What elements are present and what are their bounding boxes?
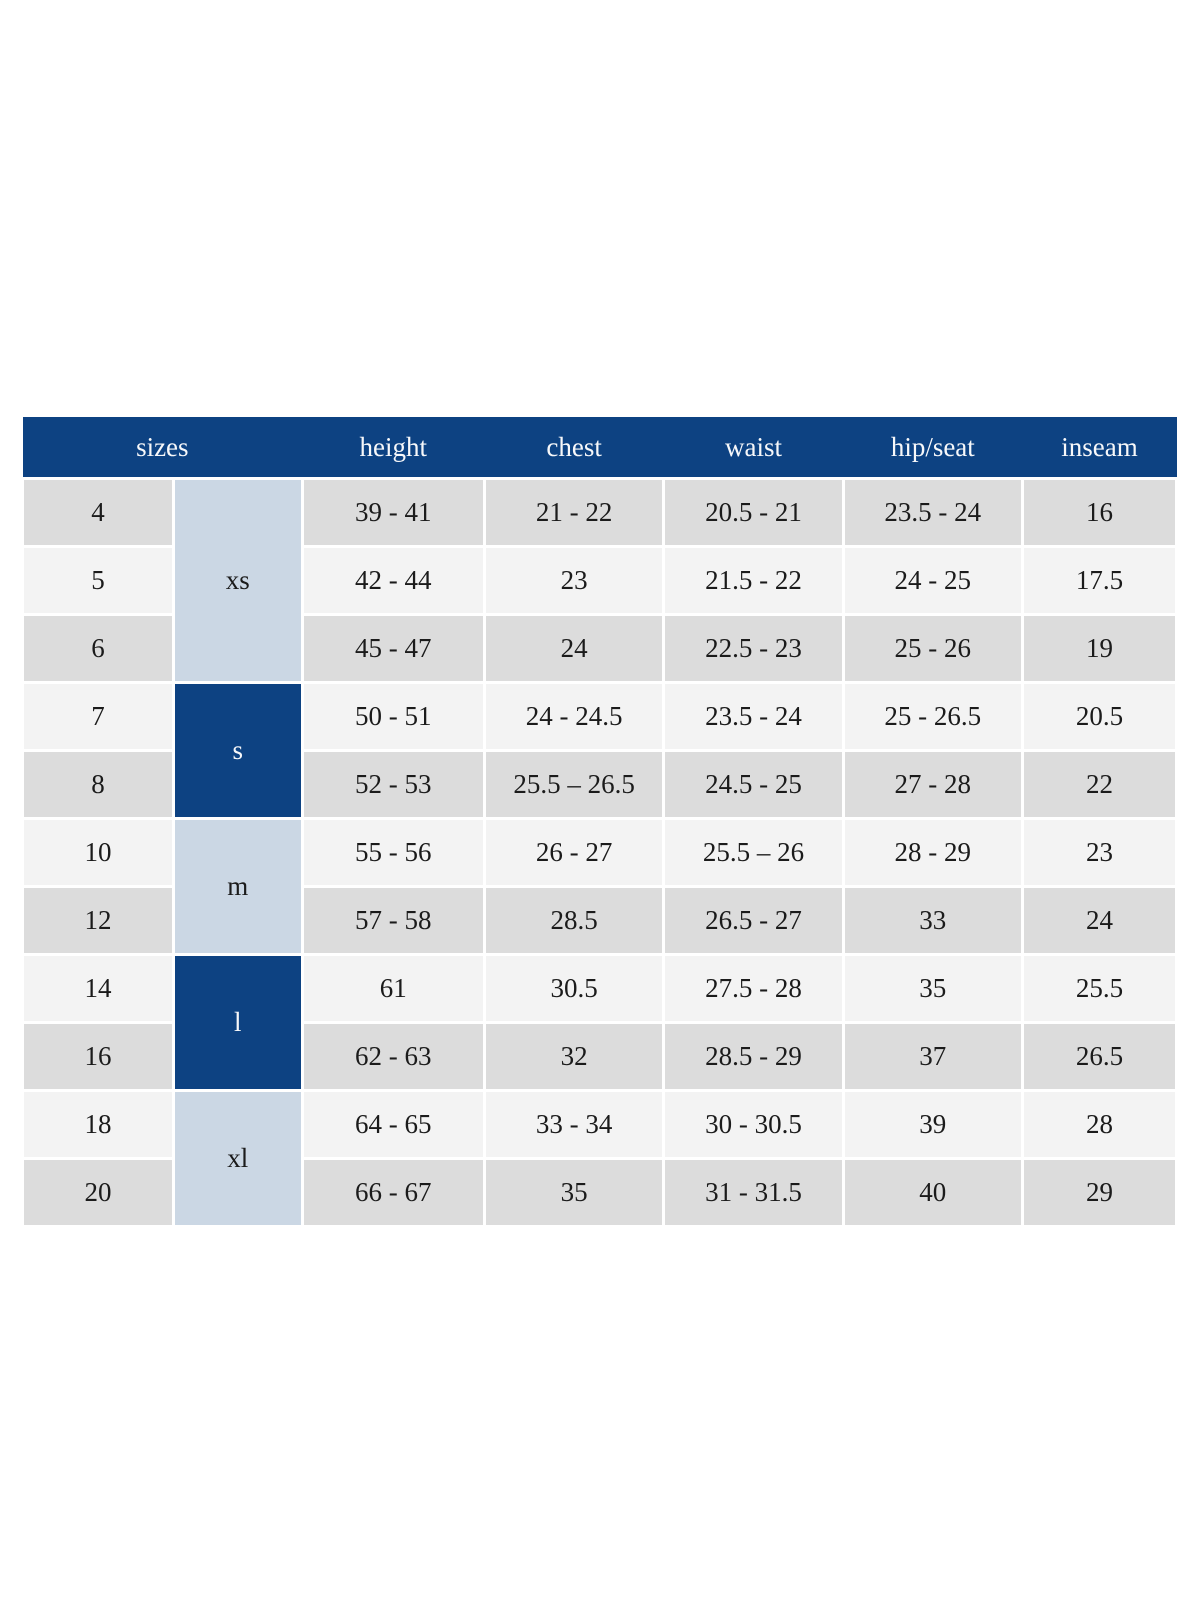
size-cell: 12 xyxy=(21,885,175,956)
waist-cell: 24.5 - 25 xyxy=(662,749,845,820)
hip-seat-cell: 40 xyxy=(841,1157,1024,1228)
table-row: 14 l 61 30.5 27.5 - 28 35 25.5 xyxy=(21,953,1179,1092)
table-row: 12 57 - 58 28.5 26.5 - 27 33 24 xyxy=(21,885,1179,956)
waist-cell: 21.5 - 22 xyxy=(662,545,845,616)
waist-cell: 30 - 30.5 xyxy=(662,1089,845,1160)
size-group-cell: m xyxy=(171,817,304,956)
inseam-cell: 28 xyxy=(1020,1089,1179,1160)
hip-seat-cell: 33 xyxy=(841,885,1024,956)
height-cell: 39 - 41 xyxy=(300,477,486,548)
size-cell: 20 xyxy=(21,1157,175,1228)
header-row: sizes height chest waist hip/seat inseam xyxy=(22,417,1177,480)
table-row: 20 66 - 67 35 31 - 31.5 40 29 xyxy=(21,1157,1179,1228)
chest-cell: 30.5 xyxy=(482,953,666,1024)
size-group-cell: s xyxy=(171,681,304,820)
size-cell: 16 xyxy=(21,1021,175,1092)
table-header: sizes height chest waist hip/seat inseam xyxy=(22,417,1177,480)
table-row: 8 52 - 53 25.5 – 26.5 24.5 - 25 27 - 28 22 xyxy=(21,749,1179,820)
chest-cell: 35 xyxy=(482,1157,666,1228)
height-cell: 62 - 63 xyxy=(300,1021,486,1092)
table-row: 5 42 - 44 23 21.5 - 22 24 - 25 17.5 xyxy=(21,545,1179,616)
hip-seat-cell: 24 - 25 xyxy=(841,545,1024,616)
height-cell: 61 xyxy=(300,953,486,1024)
size-cell: 14 xyxy=(21,953,175,1024)
inseam-cell: 23 xyxy=(1020,817,1179,888)
waist-cell: 20.5 - 21 xyxy=(662,477,845,548)
size-chart-table: sizes height chest waist hip/seat inseam… xyxy=(21,417,1179,1228)
height-cell: 45 - 47 xyxy=(300,613,486,684)
size-cell: 7 xyxy=(21,681,175,752)
table-body: 4 xs 39 - 41 21 - 22 20.5 - 21 23.5 - 24 16 5 42… xyxy=(21,477,1179,1228)
table-row: 7 s 50 - 51 24 - 24.5 23.5 - 24 25 - 26.5 20.5 xyxy=(21,681,1179,820)
chest-cell: 32 xyxy=(482,1021,666,1092)
inseam-cell: 22 xyxy=(1020,749,1179,820)
header-sizes: sizes xyxy=(22,417,303,480)
height-cell: 55 - 56 xyxy=(300,817,486,888)
inseam-cell: 20.5 xyxy=(1020,681,1179,752)
size-cell: 5 xyxy=(21,545,175,616)
table-row: 6 45 - 47 24 22.5 - 23 25 - 26 19 xyxy=(21,613,1179,684)
waist-cell: 22.5 - 23 xyxy=(662,613,845,684)
hip-seat-cell: 23.5 - 24 xyxy=(841,477,1024,548)
chest-cell: 25.5 – 26.5 xyxy=(482,749,666,820)
inseam-cell: 19 xyxy=(1020,613,1179,684)
waist-cell: 26.5 - 27 xyxy=(662,885,845,956)
chest-cell: 21 - 22 xyxy=(482,477,666,548)
waist-cell: 25.5 – 26 xyxy=(662,817,845,888)
chest-cell: 23 xyxy=(482,545,666,616)
chest-cell: 33 - 34 xyxy=(482,1089,666,1160)
table-row: 10 m 55 - 56 26 - 27 25.5 – 26 28 - 29 23 xyxy=(21,817,1179,956)
height-cell: 52 - 53 xyxy=(300,749,486,820)
size-cell: 4 xyxy=(21,477,175,548)
table-row: 18 xl 64 - 65 33 - 34 30 - 30.5 39 28 xyxy=(21,1089,1179,1228)
hip-seat-cell: 35 xyxy=(841,953,1024,1024)
inseam-cell: 24 xyxy=(1020,885,1179,956)
size-group-cell: xl xyxy=(171,1089,304,1228)
size-cell: 18 xyxy=(21,1089,175,1160)
size-chart: sizes height chest waist hip/seat inseam… xyxy=(21,417,1179,1228)
hip-seat-cell: 39 xyxy=(841,1089,1024,1160)
chest-cell: 24 xyxy=(482,613,666,684)
inseam-cell: 26.5 xyxy=(1020,1021,1179,1092)
inseam-cell: 17.5 xyxy=(1020,545,1179,616)
hip-seat-cell: 25 - 26.5 xyxy=(841,681,1024,752)
height-cell: 57 - 58 xyxy=(300,885,486,956)
inseam-cell: 29 xyxy=(1020,1157,1179,1228)
size-group-cell: l xyxy=(171,953,304,1092)
waist-cell: 28.5 - 29 xyxy=(662,1021,845,1092)
size-cell: 8 xyxy=(21,749,175,820)
height-cell: 42 - 44 xyxy=(300,545,486,616)
height-cell: 66 - 67 xyxy=(300,1157,486,1228)
size-group-cell: xs xyxy=(171,477,304,684)
height-cell: 50 - 51 xyxy=(300,681,486,752)
chest-cell: 28.5 xyxy=(482,885,666,956)
size-cell: 10 xyxy=(21,817,175,888)
waist-cell: 23.5 - 24 xyxy=(662,681,845,752)
chest-cell: 24 - 24.5 xyxy=(482,681,666,752)
chest-cell: 26 - 27 xyxy=(482,817,666,888)
table-row: 4 xs 39 - 41 21 - 22 20.5 - 21 23.5 - 24 16 xyxy=(21,477,1179,684)
hip-seat-cell: 37 xyxy=(841,1021,1024,1092)
height-cell: 64 - 65 xyxy=(300,1089,486,1160)
hip-seat-cell: 28 - 29 xyxy=(841,817,1024,888)
hip-seat-cell: 25 - 26 xyxy=(841,613,1024,684)
size-cell: 6 xyxy=(21,613,175,684)
inseam-cell: 16 xyxy=(1020,477,1179,548)
waist-cell: 31 - 31.5 xyxy=(662,1157,845,1228)
header-inseam: inseam xyxy=(1022,417,1177,480)
header-hip-seat: hip/seat xyxy=(843,417,1023,480)
header-height: height xyxy=(302,417,485,480)
header-waist: waist xyxy=(663,417,844,480)
waist-cell: 27.5 - 28 xyxy=(662,953,845,1024)
table-row: 16 62 - 63 32 28.5 - 29 37 26.5 xyxy=(21,1021,1179,1092)
inseam-cell: 25.5 xyxy=(1020,953,1179,1024)
header-chest: chest xyxy=(484,417,664,480)
hip-seat-cell: 27 - 28 xyxy=(841,749,1024,820)
